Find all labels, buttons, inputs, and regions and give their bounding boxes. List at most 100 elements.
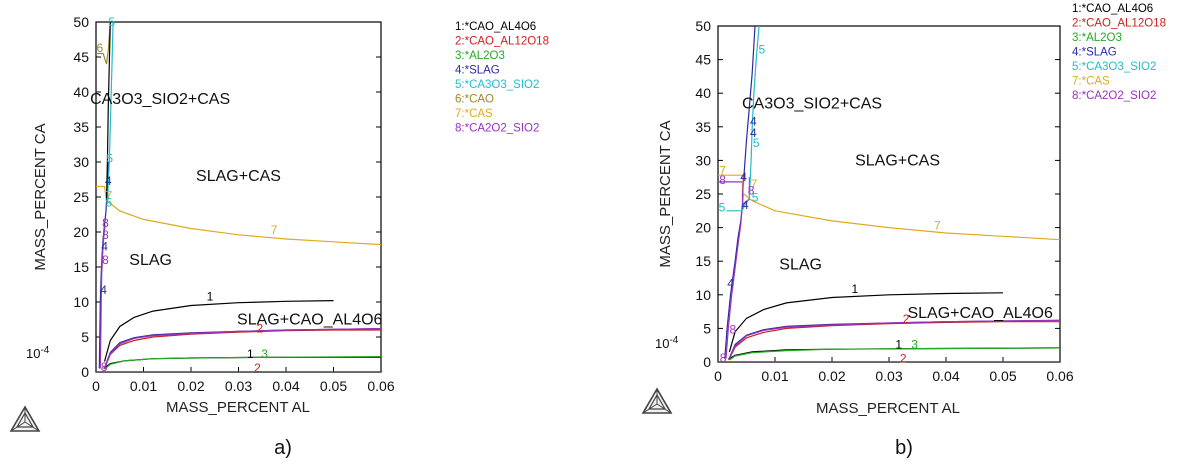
x-tick-label: 0.03 bbox=[225, 378, 252, 394]
x-tick-label: 0.01 bbox=[761, 368, 788, 384]
phase-boundary-curves bbox=[96, 22, 381, 372]
legend-entry: 1:*CAO_AL4O6 bbox=[455, 21, 536, 33]
legend-entry: 8:*CA2O2_SIO2 bbox=[1072, 90, 1156, 102]
y-tick-label: 10 bbox=[695, 287, 711, 303]
curve-1 bbox=[103, 300, 334, 362]
curve-8 bbox=[99, 224, 106, 369]
curve-number-label: 1 bbox=[247, 347, 254, 361]
curve-number-label: 4 bbox=[740, 170, 747, 184]
curve-3 bbox=[729, 347, 1060, 361]
phase-region-label: SLAG+CAS bbox=[196, 168, 281, 185]
phase-region-label: SLAG bbox=[779, 257, 822, 274]
panel-caption: a) bbox=[274, 437, 292, 459]
y-tick-label: 20 bbox=[695, 220, 711, 236]
curve-5 bbox=[726, 26, 760, 212]
x-tick-label: 0.02 bbox=[818, 368, 845, 384]
curve-number-label: 3 bbox=[261, 347, 268, 361]
curve-number-label: 4 bbox=[742, 198, 749, 212]
y-scale-note: 10-4 bbox=[26, 345, 50, 361]
y-tick-label: 15 bbox=[73, 259, 89, 275]
curve-8 bbox=[725, 210, 743, 359]
curve-number-label: 5 bbox=[719, 200, 726, 214]
x-tick-label: 0.04 bbox=[932, 368, 959, 384]
curve-4 bbox=[103, 328, 381, 369]
curve-number-label: 8 bbox=[720, 351, 727, 365]
legend-entry: 6:*CAO bbox=[455, 94, 494, 106]
phase-region-label: SLAG+CAS bbox=[855, 152, 940, 169]
phase-region-label: SLAG+CAO_AL4O6 bbox=[237, 312, 383, 329]
curve-number-label: 4 bbox=[105, 174, 112, 188]
curve-number-label: 4 bbox=[750, 114, 757, 128]
x-axis-title: MASS_PERCENT AL bbox=[166, 399, 310, 416]
curve-number-label: 2 bbox=[254, 361, 261, 375]
curve-number-label: 5 bbox=[759, 43, 766, 57]
curve-1 bbox=[728, 292, 1004, 353]
curve-number-label: 2 bbox=[257, 322, 264, 336]
x-tick-label: 0.05 bbox=[989, 368, 1016, 384]
curve-number-label: 4 bbox=[750, 126, 757, 140]
y-tick-label: 40 bbox=[73, 84, 89, 100]
curve-black bbox=[105, 22, 111, 201]
curve-number-label: 8 bbox=[102, 228, 109, 242]
software-logo-icon bbox=[9, 405, 41, 432]
curve-7 bbox=[718, 174, 1060, 241]
curve-number-label: 6 bbox=[96, 41, 103, 55]
x-tick-label: 0.04 bbox=[272, 378, 299, 394]
curve-number-label: 5 bbox=[105, 196, 112, 210]
x-tick-label: 0.06 bbox=[1046, 368, 1073, 384]
y-tick-label: 25 bbox=[695, 186, 711, 202]
y-tick-label: 50 bbox=[73, 14, 89, 30]
curve-number-label: 5 bbox=[752, 190, 759, 204]
y-tick-label: 30 bbox=[695, 152, 711, 168]
curve-number-label: 4 bbox=[727, 276, 734, 290]
y-tick-label: 30 bbox=[73, 154, 89, 170]
y-tick-label: 40 bbox=[695, 85, 711, 101]
legend-entry: 4:*SLAG bbox=[1072, 47, 1117, 59]
curve-number-label: 4 bbox=[100, 283, 107, 297]
curve-1 bbox=[727, 347, 1060, 360]
y-tick-label: 45 bbox=[73, 49, 89, 65]
curve-8 bbox=[728, 319, 1060, 359]
curve-number-label: 2 bbox=[900, 352, 907, 366]
y-tick-label: 35 bbox=[73, 119, 89, 135]
curve-number-label: 8 bbox=[102, 253, 109, 267]
legend-entry: 8:*CA2O2_SIO2 bbox=[455, 123, 539, 135]
y-tick-label: 0 bbox=[703, 354, 711, 370]
curve-number-label: 7 bbox=[271, 223, 278, 237]
curve-number-label: 7 bbox=[934, 219, 941, 233]
x-tick-label: 0 bbox=[92, 378, 100, 394]
legend-entry: 7:*CAS bbox=[455, 108, 493, 120]
curve-number-label: 1 bbox=[895, 338, 902, 352]
y-scale-note: 10-4 bbox=[655, 335, 679, 351]
legend-entry: 3:*AL2O3 bbox=[1072, 32, 1122, 44]
curve-number-label: 5 bbox=[108, 15, 115, 29]
x-axis-title: MASS_PERCENT AL bbox=[816, 400, 960, 417]
curve-2 bbox=[103, 329, 381, 369]
x-tick-label: 0.02 bbox=[177, 378, 204, 394]
legend-entry: 2:*CAO_AL12O18 bbox=[1072, 18, 1166, 30]
y-tick-label: 20 bbox=[73, 224, 89, 240]
panel-caption: b) bbox=[895, 437, 913, 459]
curve-3 bbox=[104, 356, 381, 370]
phase-region-label: CA3O3_SIO2+CAS bbox=[742, 95, 882, 112]
x-tick-label: 0.03 bbox=[875, 368, 902, 384]
x-tick-label: 0.06 bbox=[367, 378, 394, 394]
curve-7 bbox=[96, 185, 381, 246]
phase-boundary-curves bbox=[718, 26, 1060, 362]
y-axis-title: MASS_PERCENT CA bbox=[657, 120, 674, 267]
phase-region-label: CA3O3_SIO2+CAS bbox=[90, 91, 230, 108]
legend-entry: 4:*SLAG bbox=[455, 65, 500, 77]
legend-entry: 1:*CAO_AL4O6 bbox=[1072, 3, 1153, 15]
y-tick-label: 50 bbox=[695, 18, 711, 34]
curve-number-label: 5 bbox=[753, 136, 760, 150]
curve-number-label: 1 bbox=[851, 282, 858, 296]
curve-2 bbox=[728, 321, 1060, 359]
curve-number-label: 8 bbox=[748, 184, 755, 198]
y-tick-label: 15 bbox=[695, 253, 711, 269]
y-tick-label: 5 bbox=[81, 329, 89, 345]
y-tick-label: 35 bbox=[695, 119, 711, 135]
x-tick-label: 0 bbox=[714, 368, 722, 384]
legend: 1:*CAO_AL4O6 2:*CAO_AL12O18 3:*AL2O3 4:*SLA… bbox=[1072, 3, 1166, 102]
